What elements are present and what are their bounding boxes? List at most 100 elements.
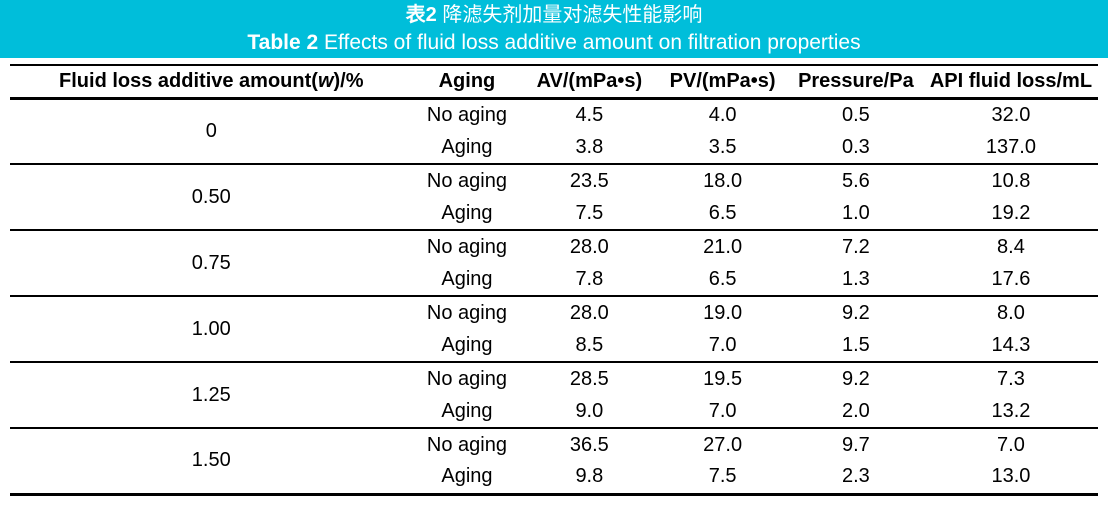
- table-row-no-aging: 1.50 No aging 36.5 27.0 9.7 7.0: [10, 428, 1098, 472]
- pv-cell: 7.0: [708, 333, 737, 356]
- api-fluid-loss-cell: 7.0: [997, 433, 1025, 456]
- amount-group: 1.00 No aging 28.0 19.0 9.2 8.0 Aging 8.…: [10, 296, 1098, 362]
- table-row-aging: Aging 9.8 7.5 2.3 13.0: [10, 461, 1098, 494]
- api-fluid-loss-cell: 8.4: [997, 235, 1025, 258]
- aging-cell: Aging: [441, 465, 493, 488]
- col-header-amount-prefix: Fluid loss additive amount(: [59, 69, 318, 92]
- pv-cell: 6.5: [708, 267, 737, 290]
- api-fluid-loss-cell: 14.3: [991, 333, 1031, 356]
- pressure-cell: 9.2: [841, 367, 870, 390]
- table-row-no-aging: 0.75 No aging 28.0 21.0 7.2 8.4: [10, 230, 1098, 274]
- av-cell: 28.0: [569, 235, 609, 258]
- pressure-cell: 1.5: [841, 333, 870, 356]
- pressure-cell: 9.2: [841, 301, 870, 324]
- amount-group: 1.50 No aging 36.5 27.0 9.7 7.0 Aging 9.…: [10, 428, 1098, 494]
- col-header-pressure: Pressure/Pa: [798, 69, 914, 92]
- pv-cell: 4.0: [708, 103, 737, 126]
- aging-cell: Aging: [441, 399, 493, 422]
- data-table-wrapper: Fluid loss additive amount(w)/% Aging AV…: [10, 64, 1098, 496]
- pv-cell: 7.0: [708, 399, 737, 422]
- api-fluid-loss-cell: 13.2: [991, 399, 1031, 422]
- api-fluid-loss-cell: 8.0: [997, 301, 1025, 324]
- api-fluid-loss-cell: 13.0: [991, 465, 1031, 488]
- amount-cell: 0.75: [191, 251, 231, 274]
- aging-cell: Aging: [441, 333, 493, 356]
- col-header-aging: Aging: [438, 69, 496, 92]
- amount-group: 1.25 No aging 28.5 19.5 9.2 7.3 Aging 9.…: [10, 362, 1098, 428]
- table-row-aging: Aging 8.5 7.0 1.5 14.3: [10, 329, 1098, 362]
- api-fluid-loss-cell: 137.0: [985, 135, 1036, 158]
- aging-cell: Aging: [441, 201, 493, 224]
- table-row-no-aging: 0.50 No aging 23.5 18.0 5.6 10.8: [10, 164, 1098, 208]
- col-header-amount: Fluid loss additive amount(w)/%: [10, 65, 413, 98]
- aging-cell: No aging: [426, 367, 507, 390]
- table-row-aging: Aging 3.8 3.5 0.3 137.0: [10, 131, 1098, 164]
- amount-cell: 1.50: [191, 449, 231, 472]
- amount-cell: 1.25: [191, 383, 231, 406]
- table-caption-chinese: 表2 降滤失剂加量对滤失性能影响: [0, 2, 1108, 29]
- data-table: Fluid loss additive amount(w)/% Aging AV…: [10, 64, 1098, 496]
- av-cell: 36.5: [569, 433, 609, 456]
- aging-cell: No aging: [426, 169, 507, 192]
- amount-group: 0.50 No aging 23.5 18.0 5.6 10.8 Aging 7…: [10, 164, 1098, 230]
- av-cell: 8.5: [575, 333, 604, 356]
- amount-cell: 1.00: [191, 317, 231, 340]
- av-cell: 9.0: [575, 399, 604, 422]
- table-header-row: Fluid loss additive amount(w)/% Aging AV…: [10, 65, 1098, 98]
- table-caption-english-text: Effects of fluid loss additive amount on…: [324, 31, 861, 54]
- table-row-no-aging: 0 No aging 4.5 4.0 0.5 32.0: [10, 98, 1098, 142]
- table-caption-english-label: Table 2: [247, 31, 319, 54]
- pv-cell: 27.0: [703, 433, 743, 456]
- pv-cell: 6.5: [708, 201, 737, 224]
- table-header: Fluid loss additive amount(w)/% Aging AV…: [10, 65, 1098, 98]
- aging-cell: Aging: [441, 267, 493, 290]
- pv-cell: 19.0: [703, 301, 743, 324]
- pressure-cell: 2.3: [841, 465, 870, 488]
- pressure-cell: 9.7: [841, 433, 870, 456]
- col-header-api-fluid-loss: API fluid loss/mL: [929, 69, 1093, 92]
- pressure-cell: 0.5: [841, 103, 870, 126]
- av-cell: 28.0: [569, 301, 609, 324]
- table-row-no-aging: 1.25 No aging 28.5 19.5 9.2 7.3: [10, 362, 1098, 406]
- pressure-cell: 1.0: [841, 201, 870, 224]
- pressure-cell: 5.6: [841, 169, 870, 192]
- col-header-amount-symbol: w: [317, 69, 334, 92]
- amount-cell: 0: [205, 119, 217, 142]
- api-fluid-loss-cell: 7.3: [997, 367, 1025, 390]
- av-cell: 3.8: [575, 135, 604, 158]
- table-caption-band: 表2 降滤失剂加量对滤失性能影响 Table 2 Effects of flui…: [0, 0, 1108, 58]
- pv-cell: 7.5: [708, 465, 737, 488]
- api-fluid-loss-cell: 17.6: [991, 267, 1031, 290]
- table-row-no-aging: 1.00 No aging 28.0 19.0 9.2 8.0: [10, 296, 1098, 340]
- api-fluid-loss-cell: 10.8: [991, 169, 1031, 192]
- aging-cell: No aging: [426, 235, 507, 258]
- aging-cell: No aging: [426, 103, 507, 126]
- pv-cell: 19.5: [703, 367, 743, 390]
- av-cell: 7.5: [575, 201, 604, 224]
- amount-cell: 0.50: [191, 185, 231, 208]
- col-header-pv: PV/(mPa•s): [669, 69, 776, 92]
- pv-cell: 21.0: [703, 235, 743, 258]
- api-fluid-loss-cell: 32.0: [991, 103, 1031, 126]
- pressure-cell: 0.3: [841, 135, 870, 158]
- av-cell: 23.5: [569, 169, 609, 192]
- pressure-cell: 2.0: [841, 399, 870, 422]
- av-cell: 7.8: [575, 267, 604, 290]
- table-row-aging: Aging 9.0 7.0 2.0 13.2: [10, 395, 1098, 428]
- aging-cell: No aging: [426, 433, 507, 456]
- pv-cell: 3.5: [708, 135, 737, 158]
- api-fluid-loss-cell: 19.2: [991, 201, 1031, 224]
- pv-cell: 18.0: [703, 169, 743, 192]
- pressure-cell: 7.2: [841, 235, 870, 258]
- table-row-aging: Aging 7.8 6.5 1.3 17.6: [10, 263, 1098, 296]
- amount-group: 0.75 No aging 28.0 21.0 7.2 8.4 Aging 7.…: [10, 230, 1098, 296]
- av-cell: 9.8: [575, 465, 604, 488]
- table-caption-english: Table 2 Effects of fluid loss additive a…: [0, 29, 1108, 56]
- pressure-cell: 1.3: [841, 267, 870, 290]
- col-header-av: AV/(mPa•s): [536, 69, 643, 92]
- aging-cell: Aging: [441, 135, 493, 158]
- table-caption-chinese-label: 表2: [405, 4, 437, 26]
- aging-cell: No aging: [426, 301, 507, 324]
- table-caption-chinese-text: 降滤失剂加量对滤失性能影响: [442, 4, 703, 26]
